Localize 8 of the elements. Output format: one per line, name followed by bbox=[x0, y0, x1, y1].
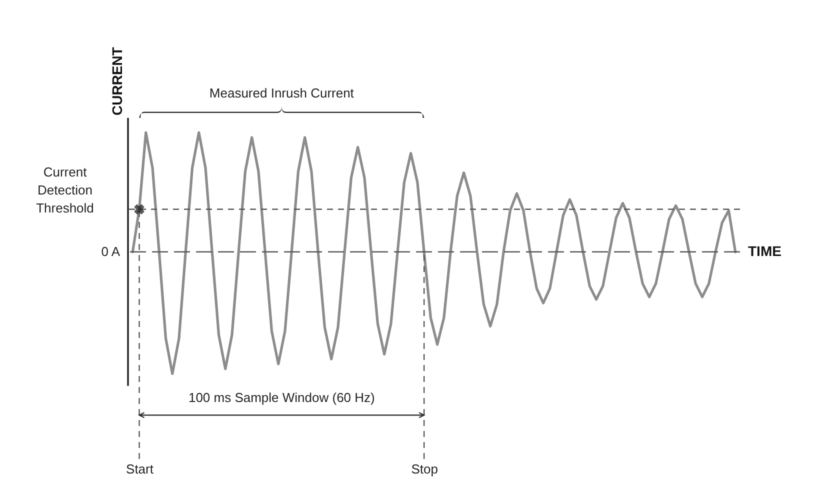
text: Measured Inrush Current bbox=[209, 86, 354, 101]
ref-line-label: 0 A bbox=[101, 244, 120, 259]
x-tick-label: Start bbox=[126, 462, 154, 476]
ref-line-label: Current Detection Threshold bbox=[36, 164, 94, 216]
x-tick-label: Stop bbox=[411, 462, 438, 476]
y-axis-title: CURRENT bbox=[109, 46, 125, 116]
text: 100 ms Sample Window (60 Hz) bbox=[188, 390, 375, 406]
x-axis-title: TIME bbox=[748, 242, 782, 259]
